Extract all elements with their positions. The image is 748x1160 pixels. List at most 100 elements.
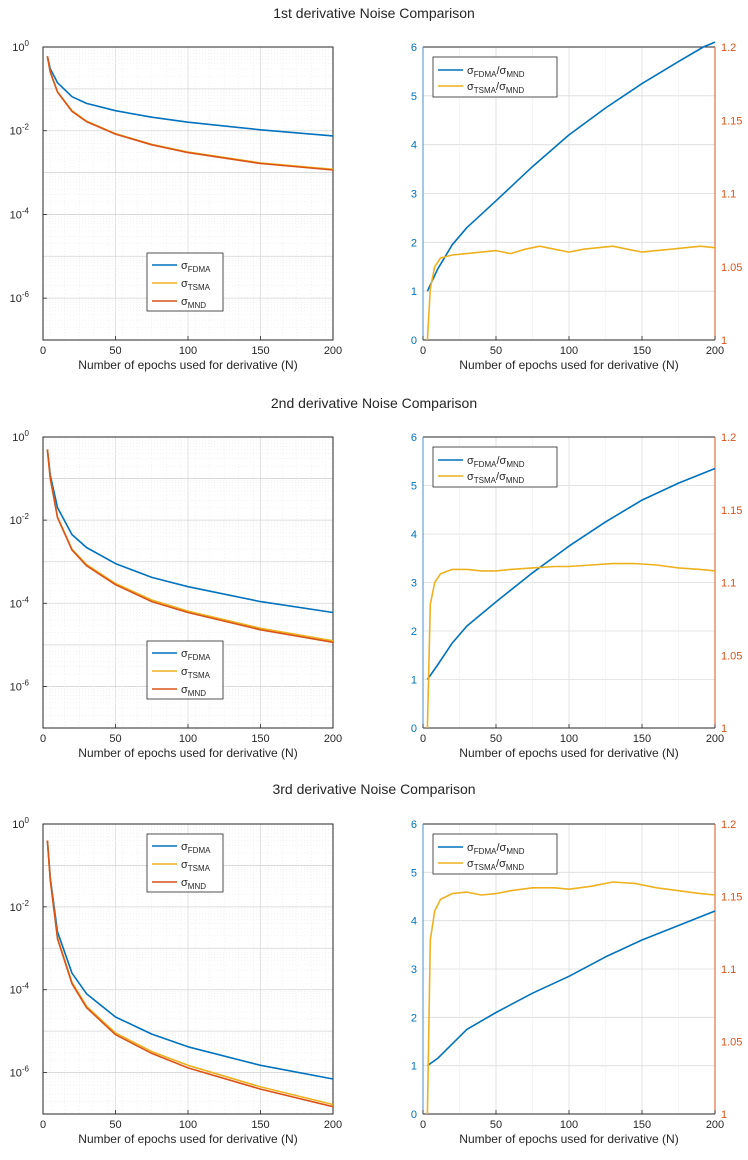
x-tick-label: 0 (420, 345, 426, 357)
legend-label-tsma: σTSMA/σMND (467, 858, 524, 872)
y2-tick-label: 1.15 (721, 505, 742, 517)
y-tick-label: 1 (411, 675, 417, 687)
y-tick-label: 10-4 (10, 982, 30, 997)
legend-label-fdma: σFDMA (181, 841, 211, 855)
legend-label-mnd: σMND (181, 684, 206, 698)
y-tick-label: 3 (411, 964, 417, 976)
y-tick-label: 6 (411, 432, 417, 444)
y2-tick-label: 1.2 (721, 42, 736, 54)
y-tick-label: 0 (411, 1109, 417, 1121)
x-tick-label: 200 (324, 733, 342, 745)
series-line-fdma (426, 467, 716, 680)
y2-tick-label: 1.2 (721, 819, 736, 831)
y-tick-label: 0 (411, 335, 417, 347)
y-tick-label: 4 (411, 140, 417, 152)
legend: σFDMA σTSMA σMND (146, 833, 224, 893)
y2-tick-label: 1.15 (721, 892, 742, 904)
row-title-3: 3rd derivative Noise Comparison (272, 781, 475, 797)
legend-box (432, 833, 558, 875)
x-tick-label: 0 (40, 345, 46, 357)
y2-tick-label: 1 (721, 335, 727, 347)
y-tick-label: 10-6 (10, 290, 30, 305)
legend: σFDMA σTSMA σMND (146, 640, 224, 700)
x-tick-label: 200 (706, 345, 724, 357)
x-tick-label: 150 (633, 1119, 651, 1131)
x-tick-label: 200 (706, 1119, 724, 1131)
x-tick-label: 100 (179, 733, 197, 745)
x-tick-label: 0 (40, 733, 46, 745)
legend: σFDMA σTSMA σMND (146, 252, 224, 312)
x-tick-label: 50 (490, 733, 502, 745)
y-tick-label: 3 (411, 189, 417, 201)
log-noise-plot-2: 0 50 100 150 200 Number of epochs used for de… (10, 429, 343, 760)
legend-label-fdma: σFDMA/σMND (467, 455, 525, 469)
series-line-mnd (46, 56, 334, 171)
y-tick-label: 0 (411, 723, 417, 735)
x-tick-label: 0 (420, 733, 426, 745)
series-line-mnd (46, 840, 334, 1108)
y-tick-label: 10-6 (10, 1065, 30, 1080)
legend-label-fdma: σFDMA/σMND (467, 65, 525, 79)
x-tick-label: 50 (109, 733, 121, 745)
y2-tick-label: 1.15 (721, 115, 742, 127)
y2-tick-label: 1 (721, 1109, 727, 1121)
x-axis-label: Number of epochs used for derivative (N) (78, 1132, 297, 1146)
series-line-mnd (46, 449, 334, 644)
y2-tick-label: 1.05 (721, 650, 742, 662)
series-line-tsma (426, 881, 716, 1115)
x-tick-label: 200 (324, 1119, 342, 1131)
y-tick-label: 10-4 (10, 206, 30, 221)
y-tick-label: 10-4 (10, 595, 30, 610)
x-tick-label: 50 (109, 345, 121, 357)
legend-label-fdma: σFDMA/σMND (467, 842, 525, 856)
legend-label-tsma: σTSMA/σMND (467, 471, 524, 485)
x-tick-label: 150 (633, 733, 651, 745)
y-tick-label: 100 (12, 429, 29, 444)
x-tick-label: 0 (420, 1119, 426, 1131)
y-tick-label: 100 (12, 816, 29, 831)
series-line-fdma (46, 449, 334, 614)
ratio-plot-3: 0 50 100 150 200 Number of epochs used for de… (411, 819, 743, 1146)
legend: σFDMA/σMND σTSMA/σMND (432, 446, 558, 488)
legend-box (146, 833, 224, 893)
series-line-fdma (426, 910, 716, 1067)
legend-box (432, 446, 558, 488)
legend-label-mnd: σMND (181, 877, 206, 891)
x-tick-label: 150 (633, 345, 651, 357)
legend-box (432, 56, 558, 98)
x-tick-label: 100 (179, 345, 197, 357)
x-axis-label: Number of epochs used for derivative (N) (459, 1132, 678, 1146)
y-tick-label: 10-6 (10, 678, 30, 693)
legend-label-tsma: σTSMA/σMND (467, 81, 524, 95)
x-axis-label: Number of epochs used for derivative (N) (459, 358, 678, 372)
y2-tick-label: 1.05 (721, 262, 742, 274)
y-tick-label: 5 (411, 91, 417, 103)
x-tick-label: 150 (251, 345, 269, 357)
y-tick-label: 2 (411, 1012, 417, 1024)
x-tick-label: 100 (560, 1119, 578, 1131)
series-line-fdma (426, 41, 716, 292)
y-tick-label: 2 (411, 626, 417, 638)
x-tick-label: 100 (560, 733, 578, 745)
x-tick-label: 50 (490, 345, 502, 357)
y-tick-label: 10-2 (10, 899, 30, 914)
y-tick-label: 6 (411, 819, 417, 831)
y2-tick-label: 1.2 (721, 432, 736, 444)
y2-tick-label: 1.1 (721, 578, 736, 590)
y-tick-label: 6 (411, 42, 417, 54)
series-line-tsma (426, 562, 716, 729)
y-tick-label: 1 (411, 1061, 417, 1073)
legend-label-tsma: σTSMA (181, 859, 211, 873)
y2-tick-label: 1.05 (721, 1037, 742, 1049)
y-tick-label: 4 (411, 916, 417, 928)
row-title-1: 1st derivative Noise Comparison (273, 5, 475, 21)
x-tick-label: 0 (40, 1119, 46, 1131)
y-tick-label: 10-2 (10, 512, 30, 527)
x-tick-label: 50 (490, 1119, 502, 1131)
legend-label-mnd: σMND (181, 296, 206, 310)
y-tick-label: 3 (411, 578, 417, 590)
log-noise-plot-1: 0 50 100 150 200 Number of epochs used for de… (10, 39, 343, 372)
x-tick-label: 50 (109, 1119, 121, 1131)
